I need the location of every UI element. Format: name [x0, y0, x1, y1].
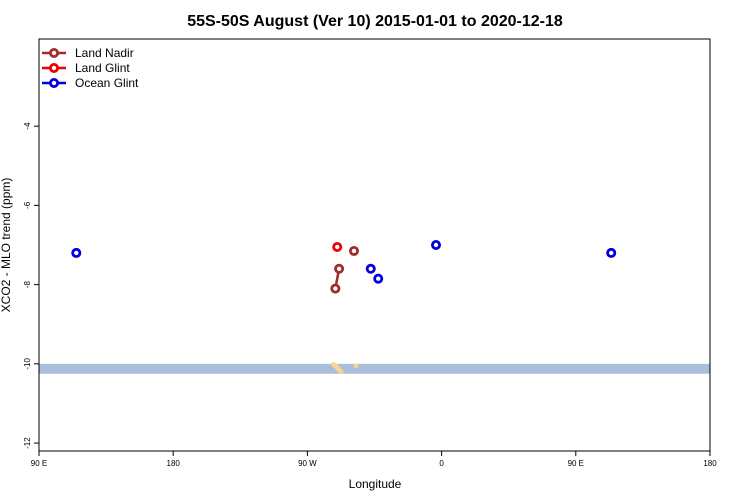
x-tick-label: 90 W [298, 459, 317, 468]
ocean-band [39, 363, 710, 374]
data-point [606, 247, 617, 258]
data-point [365, 263, 376, 274]
plot-frame [38, 38, 711, 452]
x-axis: 90 E 180 90 W 0 90 E 180 [31, 451, 717, 468]
data-point [373, 273, 384, 284]
y-tick-label: -10 [23, 358, 32, 370]
background-band [39, 363, 710, 374]
y-axis: -4 -6 -8 -10 -12 [23, 122, 39, 449]
land-mark [338, 369, 344, 375]
y-tick-label: -12 [23, 437, 32, 449]
data-point [332, 241, 343, 252]
land-marks [330, 362, 359, 375]
x-tick-label: 180 [703, 459, 717, 468]
x-axis-label: Longitude [349, 477, 402, 491]
legend-marker [49, 63, 60, 74]
data-point [330, 283, 341, 294]
x-tick-label: 90 E [31, 459, 47, 468]
data-point [348, 245, 359, 256]
x-tick-label: 180 [167, 459, 181, 468]
y-tick-label: -6 [23, 201, 32, 209]
legend-label: Land Glint [75, 61, 130, 75]
data-point [334, 263, 345, 274]
legend-label: Land Nadir [75, 46, 134, 60]
data-point [431, 239, 442, 250]
y-axis-label: XCO2 - MLO trend (ppm) [0, 178, 13, 313]
series-layer [71, 239, 617, 294]
y-tick-label: -8 [23, 281, 32, 289]
x-tick-label: 0 [439, 459, 444, 468]
legend-marker [49, 78, 60, 89]
land-mark [353, 363, 359, 369]
legend-label: Ocean Glint [75, 76, 139, 90]
chart-title: 55S-50S August (Ver 10) 2015-01-01 to 20… [187, 13, 563, 30]
y-tick-label: -4 [23, 122, 32, 130]
legend-marker [49, 48, 60, 59]
x-tick-label: 90 E [568, 459, 584, 468]
data-point [71, 247, 82, 258]
